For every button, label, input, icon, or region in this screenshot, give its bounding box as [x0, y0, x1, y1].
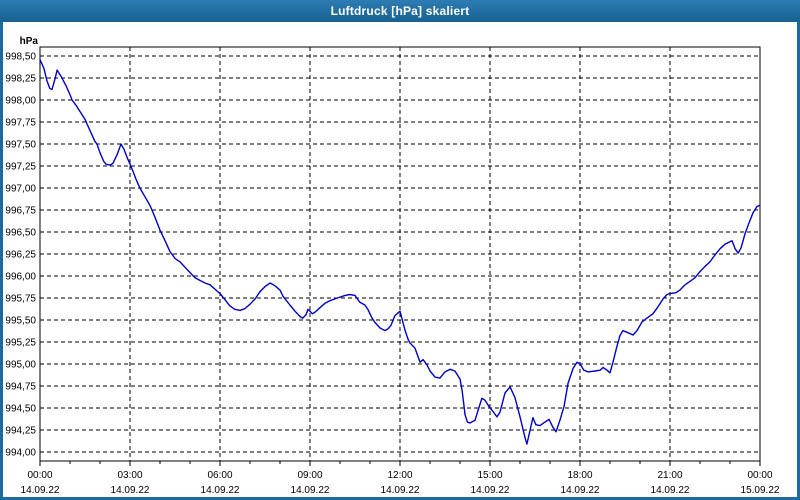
x-tick-date-label: 14.09.22 — [381, 485, 420, 496]
y-tick-label: 997,50 — [5, 140, 36, 151]
y-tick-label: 994,75 — [5, 382, 36, 393]
y-tick-label: 995,25 — [5, 338, 36, 349]
y-tick-label: 997,75 — [5, 118, 36, 129]
x-tick-date-label: 14.09.22 — [561, 485, 600, 496]
x-tick-date-label: 14.09.22 — [21, 485, 60, 496]
y-tick-label: 996,00 — [5, 272, 36, 283]
x-tick-date-label: 14.09.22 — [291, 485, 330, 496]
y-tick-label: 998,00 — [5, 96, 36, 107]
x-tick-time-label: 03:00 — [117, 470, 142, 481]
pressure-chart: 998,50 998,25 998,00 997,75 997,50 997,25 997,… — [5, 36, 780, 496]
y-tick-label: 997,25 — [5, 162, 36, 173]
x-tick-date-label: 14.09.22 — [201, 485, 240, 496]
y-tick-label: 997,00 — [5, 184, 36, 195]
x-tick-date-label: 15.09.22 — [741, 485, 780, 496]
y-tick-label: 995,50 — [5, 316, 36, 327]
x-tick-time-label: 18:00 — [567, 470, 592, 481]
y-tick-label: 996,25 — [5, 250, 36, 261]
pressure-line — [39, 58, 760, 445]
y-tick-label: 996,75 — [5, 206, 36, 217]
y-tick-label: 994,50 — [5, 404, 36, 415]
y-tick-label: 998,25 — [5, 74, 36, 85]
chart-area: 998,50 998,25 998,00 997,75 997,50 997,25 997,… — [3, 22, 797, 497]
window-title: Luftdruck [hPa] skaliert — [330, 4, 470, 18]
x-tick-time-label: 06:00 — [207, 470, 232, 481]
window-titlebar: Luftdruck [hPa] skaliert — [0, 0, 800, 22]
y-tick-label: 995,00 — [5, 360, 36, 371]
x-tick-time-label: 21:00 — [657, 470, 682, 481]
x-tick-time-label: 15:00 — [477, 470, 502, 481]
y-tick-label: 998,50 — [5, 52, 36, 63]
x-tick-time-label: 00:00 — [27, 470, 52, 481]
x-tick-date-label: 14.09.22 — [471, 485, 510, 496]
x-tick-time-label: 12:00 — [387, 470, 412, 481]
x-tick-date-label: 14.09.22 — [111, 485, 150, 496]
y-tick-label: 995,75 — [5, 294, 36, 305]
x-tick-date-label: 14.09.22 — [651, 485, 690, 496]
y-tick-label: 996,50 — [5, 228, 36, 239]
y-tick-label: 994,25 — [5, 426, 36, 437]
x-tick-time-label: 09:00 — [297, 470, 322, 481]
y-tick-label: 994,00 — [5, 448, 36, 459]
y-axis-unit-label: hPa — [20, 36, 39, 47]
x-tick-time-label: 00:00 — [747, 470, 772, 481]
